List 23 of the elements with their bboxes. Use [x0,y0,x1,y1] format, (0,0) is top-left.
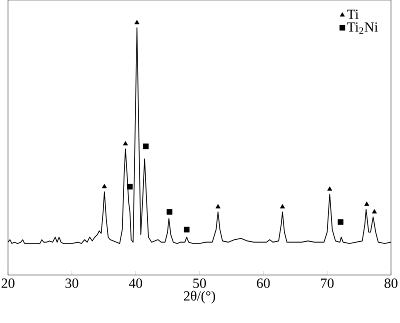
point [364,202,370,206]
point [143,144,149,150]
point [134,20,140,24]
point [102,184,107,188]
point [184,226,190,232]
point [327,186,332,191]
x-tick-label: 80 [384,278,398,288]
legend-label: Ti$_{2}$Ni [347,22,378,34]
x-axis-title: 2θ/(°) [184,290,216,304]
point [338,219,344,225]
point [280,204,285,208]
x-tick-label: 20 [2,278,14,288]
legend-label: Ti [347,10,359,19]
x-tick-label: 50 [193,278,206,288]
x-tick-label: 60 [256,278,270,288]
point [166,209,172,215]
point [216,204,220,208]
x-tick-label: 70 [321,278,334,288]
x-tick-label: 30 [66,278,78,288]
point [123,141,128,146]
x-tick-label: 40 [128,278,142,288]
point [372,209,377,214]
point [127,184,133,190]
